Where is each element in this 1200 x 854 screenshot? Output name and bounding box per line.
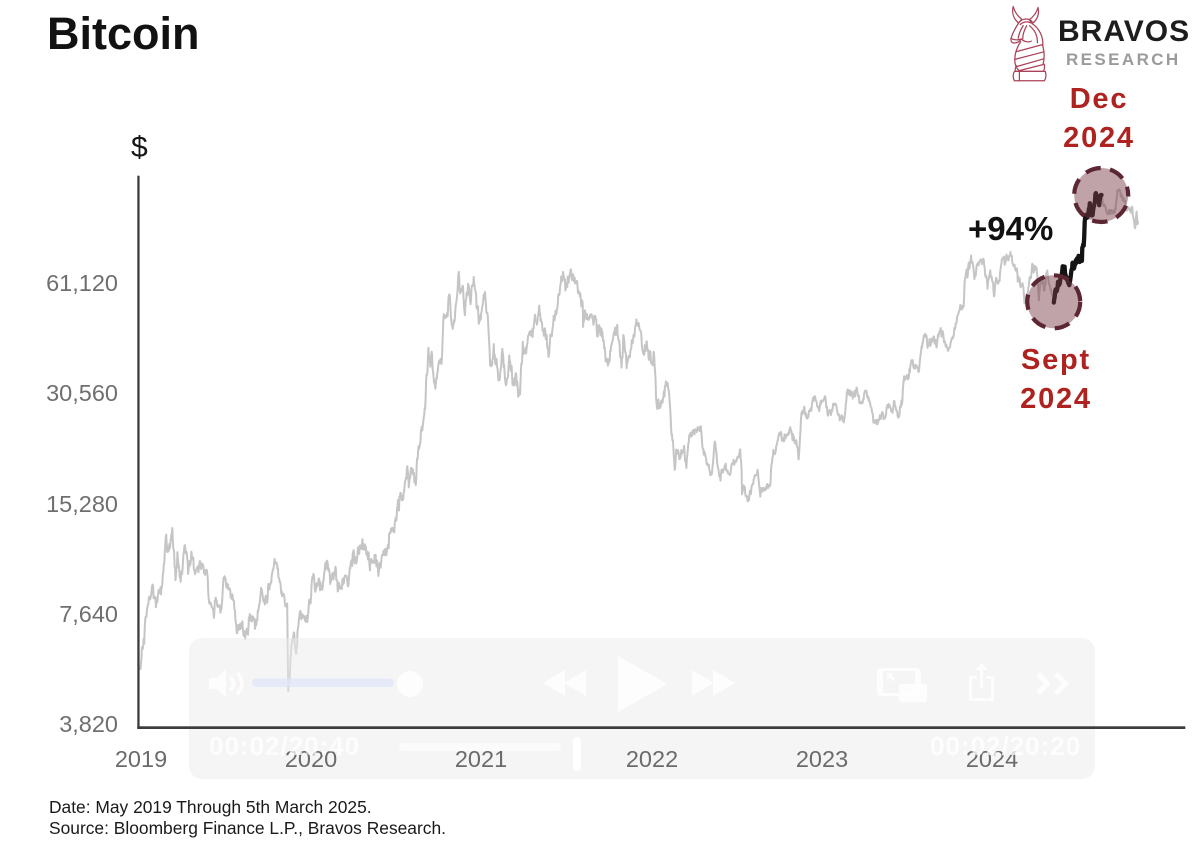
svg-text:00:02/20:20: 00:02/20:20	[930, 731, 1081, 761]
svg-text:00:02/20:40: 00:02/20:40	[209, 731, 360, 761]
